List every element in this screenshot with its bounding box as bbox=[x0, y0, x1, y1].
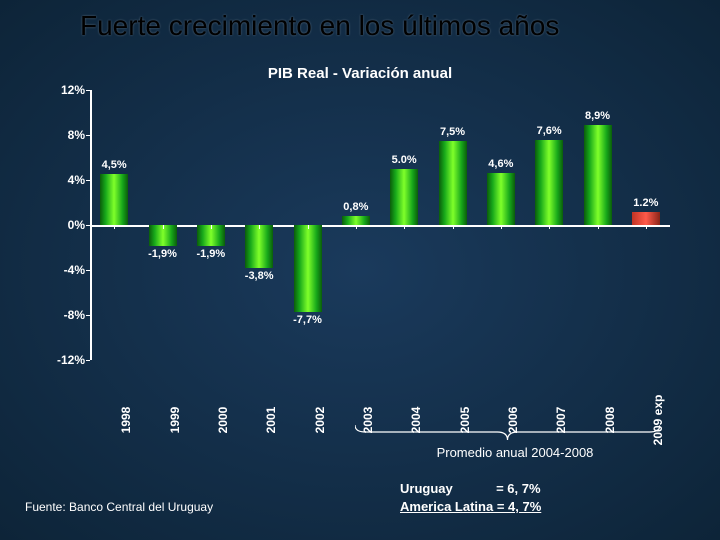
slide-title: Fuerte crecimiento en los últimos años bbox=[80, 10, 559, 42]
y-tick-label: -8% bbox=[64, 308, 85, 322]
bar-value-label: -3,8% bbox=[234, 270, 284, 282]
x-tick-mark bbox=[356, 225, 357, 229]
x-tick-mark bbox=[211, 225, 212, 229]
average-bracket bbox=[355, 425, 660, 440]
y-tick-label: 8% bbox=[68, 128, 85, 142]
x-tick-mark bbox=[646, 225, 647, 229]
bar bbox=[342, 216, 370, 225]
bar bbox=[390, 169, 418, 225]
x-tick-mark bbox=[308, 225, 309, 229]
chart-title: PIB Real - Variación anual bbox=[0, 65, 720, 82]
y-tick-label: 0% bbox=[68, 218, 85, 232]
bar bbox=[632, 212, 660, 226]
bar-value-label: 7,6% bbox=[524, 125, 574, 137]
bar bbox=[245, 225, 273, 268]
source-text: Fuente: Banco Central del Uruguay bbox=[25, 500, 213, 514]
y-tick-label: -4% bbox=[64, 263, 85, 277]
x-tick-mark bbox=[453, 225, 454, 229]
y-tick-mark bbox=[86, 135, 90, 136]
bar-value-label: 5.0% bbox=[379, 154, 429, 166]
x-tick-mark bbox=[404, 225, 405, 229]
bar-value-label: -1,9% bbox=[186, 248, 236, 260]
bar-value-label: -1,9% bbox=[138, 248, 188, 260]
bar bbox=[100, 174, 128, 225]
compare-latam: America Latina = 4, 7% bbox=[400, 498, 541, 516]
bar-value-label: 0,8% bbox=[331, 201, 381, 213]
x-tick-label: 2002 bbox=[313, 407, 327, 434]
x-tick-label: 2001 bbox=[264, 407, 278, 434]
bar bbox=[584, 125, 612, 225]
y-tick-mark bbox=[86, 90, 90, 91]
y-tick-label: 12% bbox=[61, 83, 85, 97]
chart-plot-area: 12%8%4%0%-4%-8%-12% 4,5%-1,9%-1,9%-3,8%-… bbox=[90, 90, 670, 360]
compare-uruguay: Uruguay = 6, 7% bbox=[400, 480, 541, 498]
comparison-text: Uruguay = 6, 7% America Latina = 4, 7% bbox=[400, 480, 541, 516]
bar-value-label: 4,5% bbox=[89, 159, 139, 171]
y-tick-label: 4% bbox=[68, 173, 85, 187]
x-tick-mark bbox=[259, 225, 260, 229]
y-tick-mark bbox=[86, 180, 90, 181]
bar bbox=[294, 225, 322, 312]
y-tick-mark bbox=[86, 360, 90, 361]
x-tick-label: 1998 bbox=[119, 407, 133, 434]
x-axis-labels: 1998199920002001200220032004200520062007… bbox=[90, 370, 670, 430]
x-tick-label: 2000 bbox=[216, 407, 230, 434]
bar-value-label: 8,9% bbox=[573, 110, 623, 122]
x-tick-mark bbox=[598, 225, 599, 229]
average-label: Promedio anual 2004-2008 bbox=[365, 445, 665, 460]
x-tick-mark bbox=[114, 225, 115, 229]
x-tick-mark bbox=[501, 225, 502, 229]
bar bbox=[439, 141, 467, 225]
bar-value-label: 4,6% bbox=[476, 158, 526, 170]
bar-value-label: -7,7% bbox=[283, 314, 333, 326]
bar bbox=[535, 140, 563, 226]
x-tick-mark bbox=[163, 225, 164, 229]
x-tick-mark bbox=[549, 225, 550, 229]
bar bbox=[487, 173, 515, 225]
x-axis-line bbox=[90, 225, 670, 227]
y-tick-label: -12% bbox=[57, 353, 85, 367]
y-tick-mark bbox=[86, 270, 90, 271]
bar-value-label: 1.2% bbox=[621, 197, 671, 209]
x-tick-label: 1999 bbox=[168, 407, 182, 434]
y-axis: 12%8%4%0%-4%-8%-12% bbox=[50, 90, 90, 360]
bar-value-label: 7,5% bbox=[428, 126, 478, 138]
y-tick-mark bbox=[86, 315, 90, 316]
